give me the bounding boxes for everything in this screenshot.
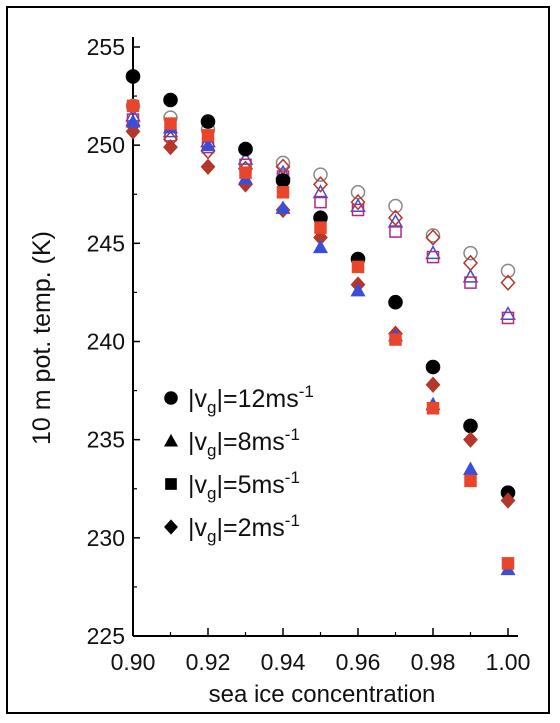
data-point-open-square (314, 195, 327, 209)
data-point-open-triangle (462, 268, 479, 283)
y-tick-label: 250 (87, 132, 125, 158)
data-point-filled-circle (388, 294, 403, 310)
data-point-filled-triangle (312, 239, 329, 254)
data-point-open-circle (313, 167, 328, 182)
data-point-filled-square (201, 129, 215, 142)
y-tick-label: 225 (87, 623, 125, 649)
data-point-filled-diamond (163, 138, 178, 156)
data-point-filled-diamond (463, 431, 478, 448)
data-markers (125, 69, 516, 576)
legend-prefix: |v (188, 514, 207, 542)
data-point-filled-diamond (500, 492, 516, 509)
legend-subscript: g (207, 398, 216, 417)
legend-prefix: |v (188, 428, 207, 456)
data-point-filled-circle (200, 114, 216, 129)
data-point-open-diamond (425, 229, 441, 246)
data-point-filled-square (276, 186, 290, 199)
legend-entry-label: |vg|=5ms-1 (188, 468, 300, 503)
data-point-open-circle (500, 263, 516, 279)
data-point-filled-circle (163, 92, 178, 108)
legend-superscript: -1 (299, 382, 314, 401)
data-point-open-diamond (350, 193, 366, 211)
legend: |vg|=12ms-1|vg|=8ms-1|vg|=5ms-1|vg|=2ms-… (163, 382, 314, 546)
legend-value: |=2ms (216, 514, 284, 542)
x-tick-label: 0.98 (411, 649, 456, 675)
legend-value: |=12ms (216, 385, 298, 413)
data-point-filled-circle (125, 69, 141, 84)
data-point-filled-diamond (425, 376, 441, 393)
legend-marker-square (165, 478, 177, 490)
data-point-open-triangle (237, 150, 254, 165)
data-point-filled-diamond (125, 123, 141, 140)
x-tick-label: 0.96 (336, 649, 381, 675)
data-point-filled-circle (425, 359, 441, 375)
data-point-filled-square (464, 474, 477, 488)
data-point-open-square (501, 311, 515, 325)
data-point-open-square (351, 203, 365, 217)
legend-marker-diamond (164, 519, 178, 535)
legend-superscript: -1 (285, 511, 300, 530)
legend-entry-label: |vg|=12ms-1 (188, 382, 314, 417)
y-tick-label: 235 (87, 427, 125, 453)
legend-superscript: -1 (285, 425, 300, 444)
legend-prefix: |v (188, 385, 207, 413)
data-point-open-circle (275, 155, 291, 171)
legend-subscript: g (207, 484, 216, 503)
data-point-filled-triangle (200, 137, 216, 152)
data-point-filled-triangle (350, 282, 366, 297)
legend-entry-label: |vg|=2ms-1 (188, 511, 300, 546)
legend-value: |=8ms (216, 428, 284, 456)
data-point-filled-square (164, 117, 177, 130)
x-axis-label: sea ice concentration (209, 681, 436, 708)
x-tick-label: 0.90 (111, 649, 156, 675)
data-point-open-triangle (312, 184, 329, 199)
x-tick-label: 0.94 (261, 649, 306, 675)
legend-prefix: |v (188, 471, 207, 499)
data-point-open-diamond (462, 254, 479, 272)
data-point-open-diamond (312, 176, 329, 193)
legend-marker-triangle (163, 433, 179, 447)
data-point-filled-diamond (200, 158, 216, 175)
data-point-open-triangle (500, 305, 516, 320)
data-point-open-circle (125, 98, 141, 114)
legend-value: |=5ms (216, 471, 284, 499)
data-point-filled-square (314, 221, 327, 234)
y-axis-label: 10 m pot. temp. (K) (28, 231, 56, 445)
data-point-filled-square (239, 166, 252, 179)
x-tick-label: 0.92 (186, 649, 231, 675)
legend-marker-circle (164, 391, 178, 405)
legend-entry-label: |vg|=8ms-1 (188, 425, 300, 460)
data-point-open-square (426, 250, 440, 264)
data-point-filled-square (501, 557, 515, 570)
figure-frame (6, 6, 550, 714)
data-point-open-diamond (387, 209, 404, 227)
data-point-open-circle (388, 198, 403, 214)
y-tick-label: 240 (87, 329, 125, 355)
data-point-open-triangle (425, 245, 441, 260)
legend-subscript: g (207, 441, 216, 460)
x-tick-labels: 0.90 0.92 0.94 0.96 0.98 1.00 (111, 649, 531, 675)
data-point-open-circle (463, 245, 478, 261)
data-point-filled-square (351, 260, 365, 274)
data-point-open-circle (425, 228, 441, 243)
data-point-open-diamond (500, 274, 516, 291)
data-point-filled-triangle (125, 113, 141, 128)
y-tick-labels: 225 230 235 240 245 250 255 (87, 34, 125, 649)
data-point-filled-square (126, 99, 140, 113)
data-point-filled-square (389, 333, 402, 346)
legend-subscript: g (207, 527, 216, 546)
data-point-filled-triangle (275, 200, 291, 214)
x-tick-label: 1.00 (486, 649, 531, 675)
y-tick-label: 245 (87, 230, 125, 256)
data-point-filled-circle (238, 141, 253, 157)
legend-superscript: -1 (285, 468, 300, 487)
y-tick-label: 255 (87, 34, 125, 60)
y-tick-label: 230 (87, 525, 125, 551)
data-point-open-square (464, 276, 477, 289)
data-point-filled-square (426, 402, 440, 415)
